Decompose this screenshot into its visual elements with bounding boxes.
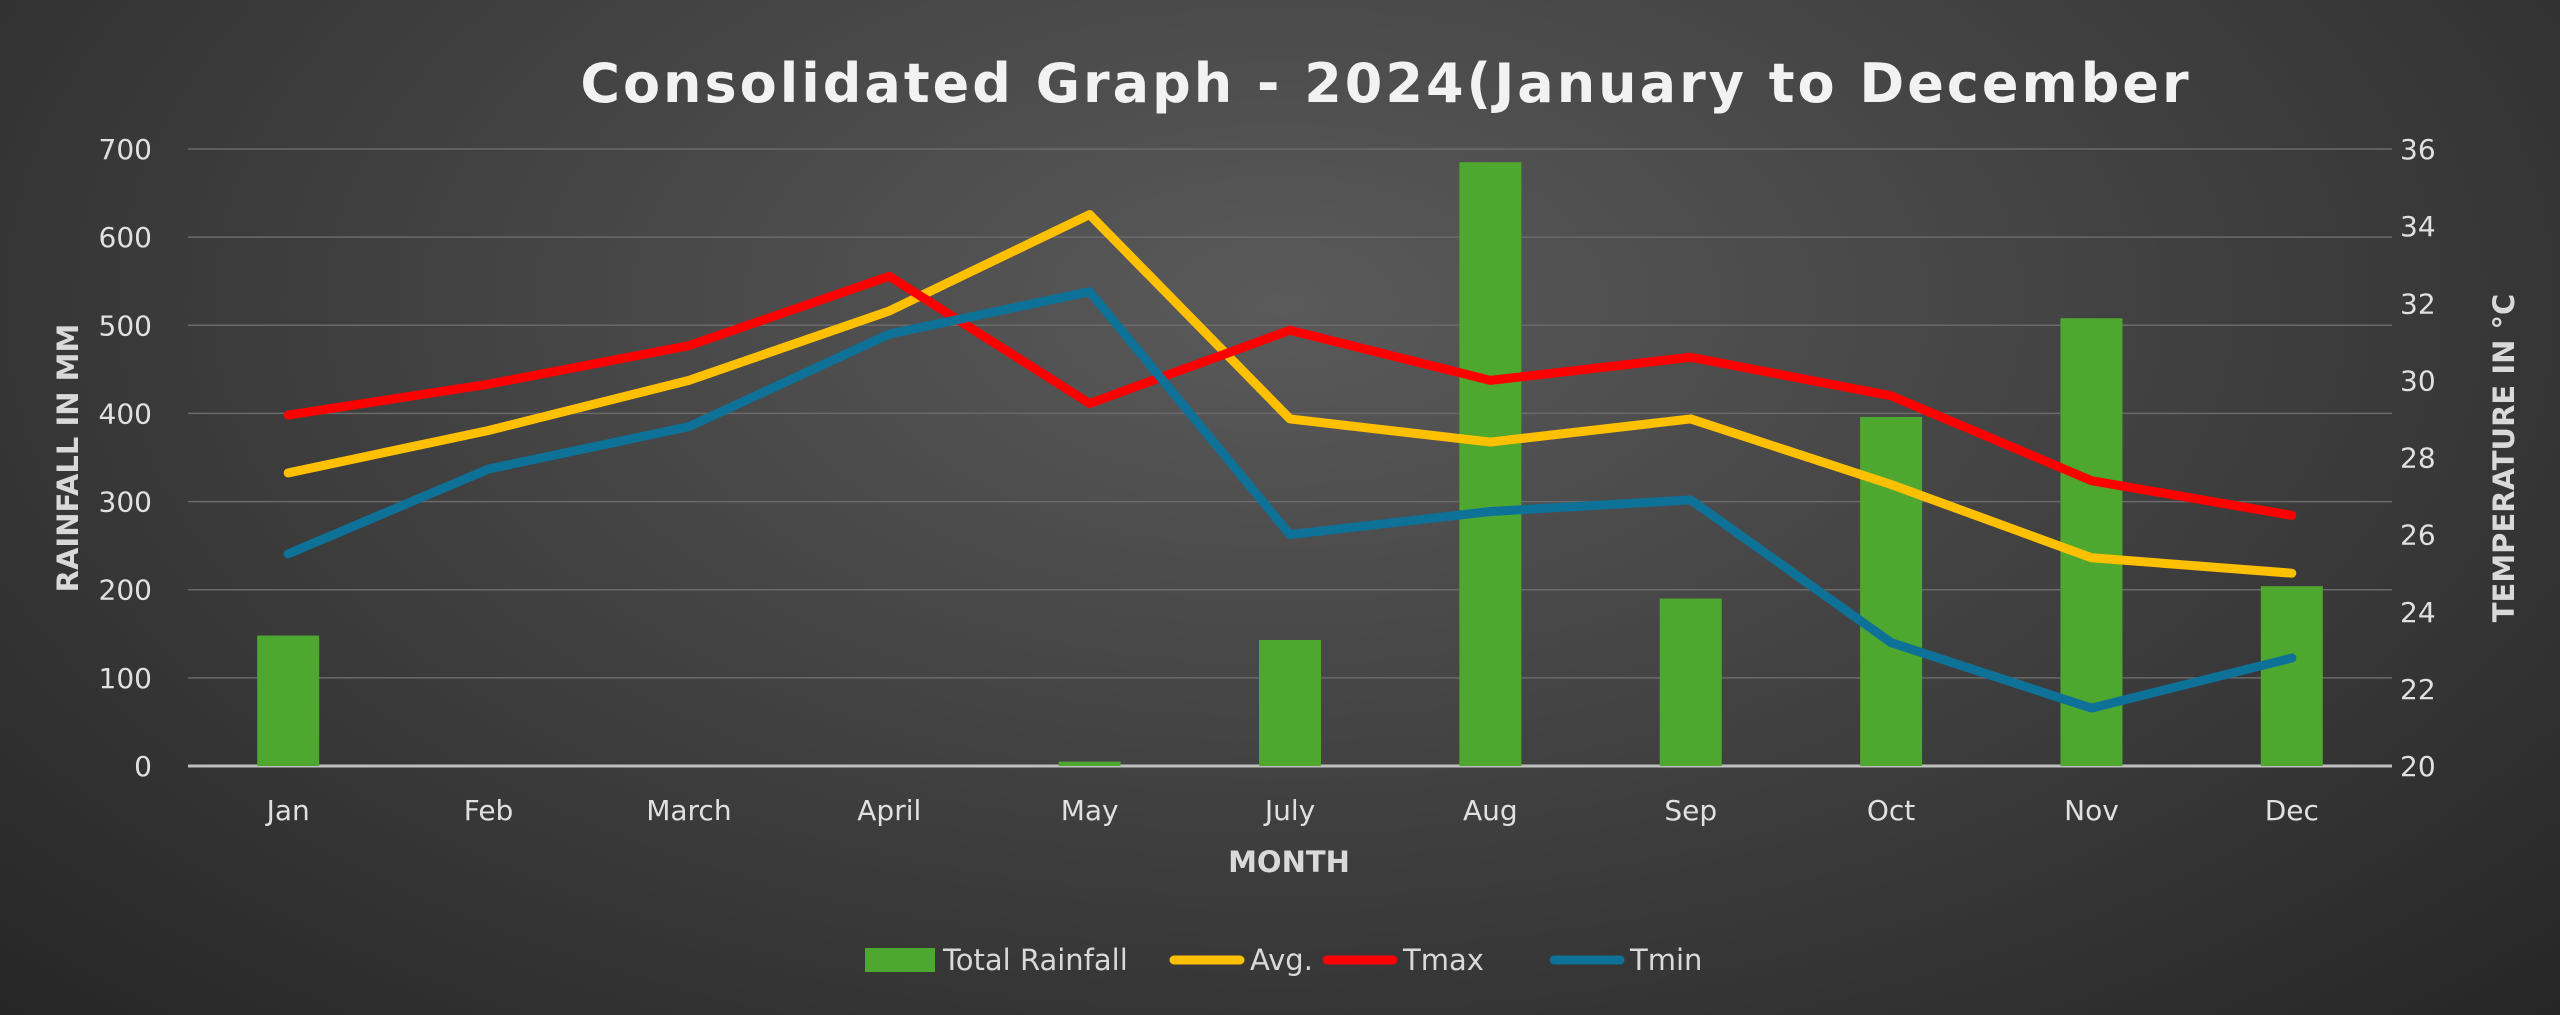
y-tick-label: 300 [99, 486, 152, 519]
y2-axis-ticks: 20 22 24 26 28 30 32 34 36 [2400, 133, 2436, 783]
y2-tick-label: 22 [2400, 673, 2436, 706]
y-tick-label: 0 [134, 750, 152, 783]
x-tick-label: March [646, 794, 731, 827]
y-tick-label: 700 [99, 133, 152, 166]
x-axis-label: MONTH [1228, 845, 1350, 879]
x-tick-label: Feb [464, 794, 514, 827]
x-tick-label: Jan [265, 794, 310, 827]
x-tick-label: Dec [2265, 794, 2319, 827]
y2-tick-label: 32 [2400, 287, 2436, 320]
bar-nov [2060, 318, 2123, 766]
y-axis-ticks: 0 100 200 300 400 500 600 700 [99, 133, 152, 783]
legend-label: Tmax [1402, 943, 1484, 977]
bar-may [1058, 761, 1121, 766]
line-tmax [283, 271, 2297, 520]
bars [257, 162, 2323, 766]
chart-title: Consolidated Graph - 2024(January to Dec… [580, 52, 2191, 115]
legend: Total Rainfall Avg. Tmax Tmin [865, 943, 1702, 977]
line-avg [283, 210, 2297, 578]
y2-tick-label: 28 [2400, 442, 2436, 475]
y2-tick-label: 34 [2400, 210, 2436, 243]
y2-tick-label: 36 [2400, 133, 2436, 166]
bar-jan [257, 635, 320, 766]
x-tick-label: July [1263, 794, 1315, 827]
legend-label: Avg. [1250, 943, 1313, 977]
bar-july [1259, 639, 1321, 766]
legend-label: Tmin [1629, 943, 1702, 977]
y2-tick-label: 30 [2400, 364, 2436, 397]
y2-tick-label: 20 [2400, 750, 2436, 783]
x-tick-label: April [857, 794, 921, 827]
bar-sep [1659, 598, 1722, 766]
x-axis-ticks: Jan Feb March April May July Aug Sep Oct Nov Dec [265, 794, 2319, 827]
y-tick-label: 400 [99, 397, 152, 430]
x-tick-label: Sep [1664, 794, 1717, 827]
x-tick-label: May [1061, 794, 1119, 827]
y-tick-label: 600 [99, 221, 152, 254]
line-tmin [283, 287, 2297, 713]
y2-tick-label: 26 [2400, 519, 2436, 552]
y2-axis-label: TEMPERATURE IN °C [2487, 294, 2521, 623]
y-tick-label: 500 [99, 309, 152, 342]
legend-label: Total Rainfall [942, 943, 1128, 977]
y2-tick-label: 24 [2400, 596, 2436, 629]
y-tick-label: 100 [99, 662, 152, 695]
bar-aug [1459, 162, 1522, 766]
x-tick-label: Oct [1867, 794, 1915, 827]
x-tick-label: Nov [2064, 794, 2119, 827]
bar-oct [1860, 416, 1923, 766]
y-axis-label: RAINFALL IN MM [51, 324, 85, 593]
lines [283, 210, 2297, 713]
y-tick-label: 200 [99, 574, 152, 607]
bar-dec [2260, 586, 2323, 766]
x-tick-label: Aug [1463, 794, 1518, 827]
legend-swatch-bar [865, 948, 935, 972]
